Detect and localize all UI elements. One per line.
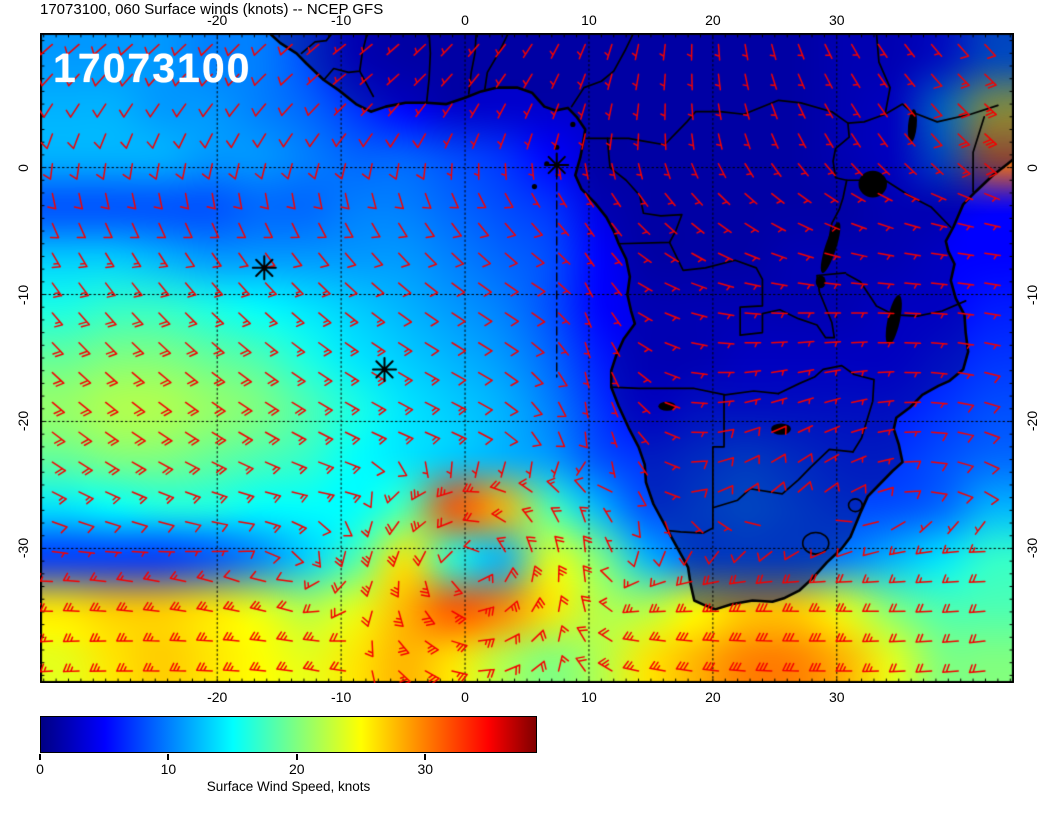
x-tick-label-bottom: -20 — [207, 689, 228, 705]
x-tick-label-bottom: 10 — [581, 689, 597, 705]
colorbar-tick — [167, 754, 170, 760]
x-tick-label-top: 0 — [461, 12, 469, 28]
colorbar-tick — [39, 754, 41, 760]
colorbar-tick — [295, 754, 298, 760]
colorbar-tick — [424, 754, 427, 760]
colorbar-tick-label: 10 — [160, 761, 177, 777]
x-tick-label-bottom: -10 — [330, 689, 352, 705]
y-tick-label-right: -20 — [1024, 411, 1040, 432]
y-tick-label-right: 0 — [1024, 163, 1040, 172]
colorbar-tick-label: 30 — [417, 761, 434, 777]
x-tick-label-top: 20 — [705, 12, 721, 28]
map-panel: 17073100 -20 -10 0 10 20 30 -20 -10 0 10… — [15, 12, 1040, 705]
x-tick-label-top: 10 — [581, 12, 597, 28]
y-tick-label-left: -10 — [15, 284, 31, 305]
colorbar-tick-label: 0 — [36, 761, 44, 777]
map-datetime-label: 17073100 — [53, 45, 252, 91]
y-tick-label-left: -20 — [15, 411, 31, 432]
y-tick-label-left: -30 — [15, 538, 31, 559]
wind-map-canvas — [40, 33, 1014, 683]
colorbar-label: Surface Wind Speed, knots — [206, 779, 371, 794]
colorbar-tick-label: 20 — [289, 761, 305, 777]
x-tick-label-bottom: 0 — [461, 689, 469, 705]
colorbar-gradient — [40, 716, 537, 753]
x-tick-label-top: -10 — [330, 12, 352, 28]
x-tick-label-bottom: 30 — [828, 689, 845, 705]
y-tick-label-left: 0 — [15, 163, 31, 172]
x-tick-label-bottom: 20 — [705, 689, 721, 705]
x-tick-label-top: 30 — [828, 12, 845, 28]
x-tick-label-top: -20 — [207, 12, 228, 28]
colorbar: 0 10 20 30 Surface Wind Speed, knots — [36, 716, 537, 796]
y-tick-label-right: -10 — [1024, 284, 1040, 305]
figure-title: 17073100, 060 Surface winds (knots) -- N… — [40, 1, 384, 18]
y-tick-label-right: -30 — [1024, 538, 1040, 559]
